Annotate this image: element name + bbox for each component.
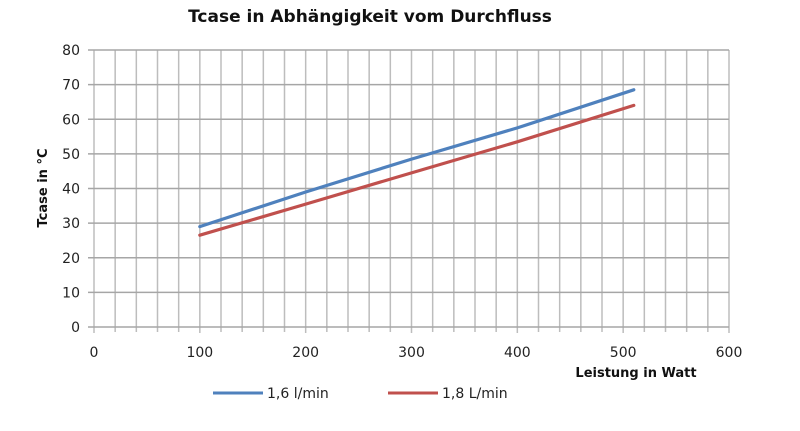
y-tick-label: 20 bbox=[62, 251, 80, 267]
x-tick-label: 100 bbox=[186, 345, 213, 361]
y-axis-ticks: 0 10 20 30 40 50 60 70 80 bbox=[62, 43, 80, 336]
y-tick-label: 30 bbox=[62, 216, 80, 232]
data-series bbox=[198, 88, 636, 237]
legend-label-1-6: 1,6 l/min bbox=[267, 386, 329, 402]
y-tick-label: 50 bbox=[62, 147, 80, 163]
legend: 1,6 l/min 1,8 L/min bbox=[213, 386, 508, 402]
legend-label-1-8: 1,8 L/min bbox=[442, 386, 508, 402]
x-tick-label: 600 bbox=[716, 345, 743, 361]
x-tick-label: 0 bbox=[90, 345, 99, 361]
x-tick-label: 200 bbox=[292, 345, 319, 361]
chart-title: Tcase in Abhängigkeit vom Durchfluss bbox=[188, 7, 552, 27]
y-tick-label: 0 bbox=[71, 320, 80, 336]
series-line-0 bbox=[198, 88, 636, 229]
x-tick-label: 500 bbox=[610, 345, 637, 361]
y-tick-label: 80 bbox=[62, 43, 80, 59]
y-tick-label: 40 bbox=[62, 182, 80, 198]
x-tick-label: 300 bbox=[398, 345, 425, 361]
x-axis-label: Leistung in Watt bbox=[575, 366, 696, 381]
y-tick-label: 60 bbox=[62, 112, 80, 128]
x-axis-ticks: 0 100 200 300 400 500 600 bbox=[90, 345, 743, 361]
y-axis-label: Tcase in °C bbox=[36, 149, 51, 228]
y-tick-label: 10 bbox=[62, 285, 80, 301]
series-line-1 bbox=[198, 103, 636, 237]
grid-lines bbox=[88, 49, 730, 333]
y-tick-label: 70 bbox=[62, 78, 80, 94]
x-tick-label: 400 bbox=[504, 345, 531, 361]
